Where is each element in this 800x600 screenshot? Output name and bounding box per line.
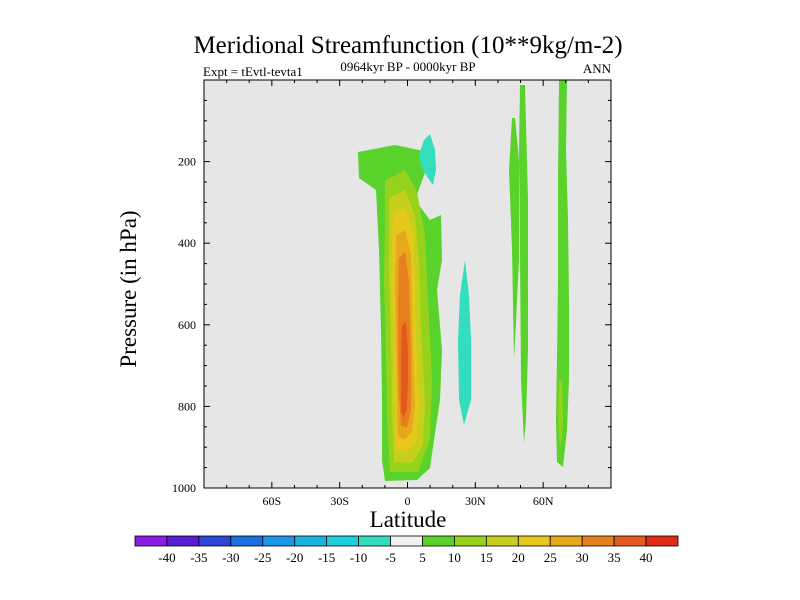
colorbar-swatch	[294, 535, 328, 547]
colorbar-swatch	[358, 535, 391, 547]
colorbar-label: 35	[608, 550, 621, 565]
colorbar-label: -30	[222, 550, 239, 565]
colorbar-swatch	[326, 535, 359, 547]
colorbar-label: -10	[350, 550, 367, 565]
colorbar-label: -40	[158, 550, 175, 565]
x-axis: 60S 30S 0 30N 60N	[203, 80, 612, 508]
colorbar-label: -25	[254, 550, 271, 565]
colorbar-swatch	[166, 535, 200, 547]
y-tick-label: 1000	[172, 481, 196, 495]
colorbar-swatch	[549, 535, 583, 547]
colorbar-label: -20	[286, 550, 303, 565]
colorbar-swatch	[517, 535, 551, 547]
colorbar-swatch	[422, 535, 455, 547]
y-tick-label: 600	[178, 318, 196, 332]
contour-level-35	[401, 322, 408, 418]
contour-strip-68n-inner	[558, 380, 563, 445]
x-tick-label: 30S	[330, 494, 349, 508]
colorbar-swatch	[134, 535, 168, 547]
colorbar-label: -35	[190, 550, 207, 565]
colorbar-swatch	[262, 535, 296, 547]
contour-neg-upper	[419, 134, 436, 185]
experiment-label: Expt = tEvtl-tevta1	[203, 64, 303, 79]
x-axis-label: Latitude	[370, 507, 447, 532]
colorbar-label: 10	[448, 550, 461, 565]
colorbar-label: 25	[544, 550, 557, 565]
y-tick-label: 800	[178, 399, 196, 413]
colorbar-swatch	[454, 535, 487, 547]
colorbar-swatch	[485, 535, 519, 547]
colorbar-label: 40	[640, 550, 653, 565]
x-tick-label: 30N	[465, 494, 486, 508]
colorbar-swatch	[581, 535, 615, 547]
colorbar-swatch	[613, 535, 647, 547]
season-label: ANN	[583, 61, 612, 76]
colorbar-swatch	[390, 535, 423, 547]
y-axis: 200 400 600 800 1000	[172, 79, 611, 495]
colorbar-label: -15	[318, 550, 335, 565]
contour-strip-45n	[509, 118, 519, 360]
colorbar-label: 15	[480, 550, 493, 565]
y-tick-label: 400	[178, 236, 196, 250]
contour-strip-68n	[556, 80, 569, 467]
x-tick-label: 0	[405, 494, 411, 508]
colorbar-label: 20	[512, 550, 525, 565]
colorbar-swatch	[230, 535, 264, 547]
colorbar: -40 -35 -30 -25 -20 -15 -10 -5 5 10 15 20 25 30 35 40	[134, 535, 679, 565]
colorbar-label: -5	[385, 550, 396, 565]
colorbar-swatch	[198, 535, 232, 547]
colorbar-label: 5	[419, 550, 426, 565]
contour-neg-lower	[458, 260, 471, 425]
x-tick-label: 60N	[533, 494, 554, 508]
chart-subtitle: 0964kyr BP - 0000kyr BP	[340, 59, 475, 74]
chart-title: Meridional Streamfunction (10**9kg/m-2)	[193, 32, 622, 59]
y-tick-label: 200	[178, 155, 196, 169]
contour-strip-52n	[519, 85, 528, 443]
colorbar-swatch	[645, 535, 679, 547]
y-axis-label: Pressure (in hPa)	[116, 210, 141, 367]
contour-fills	[358, 80, 569, 481]
x-tick-label: 60S	[262, 494, 281, 508]
colorbar-label: 30	[576, 550, 589, 565]
